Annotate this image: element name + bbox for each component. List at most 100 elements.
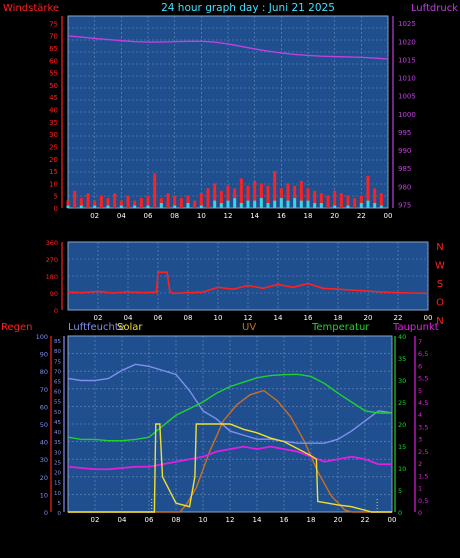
pressure-y-tick-975: 975 — [398, 201, 411, 209]
wind-x-tick-20: 20 — [330, 212, 339, 220]
uv-line — [68, 389, 392, 513]
wind-x-tick-04: 04 — [117, 212, 126, 220]
dir-x-tick-06: 06 — [154, 314, 163, 322]
climate-x-tick-04: 04 — [118, 516, 127, 524]
climate-x-tick-18: 18 — [307, 516, 316, 524]
wind-direction-line — [67, 271, 429, 295]
dir-x-tick-18: 18 — [334, 314, 343, 322]
dew-y-tick-5: 5 — [418, 387, 422, 395]
humidity-y-tick-85: 85 — [54, 339, 61, 345]
wind-y-tick-70: 70 — [49, 33, 58, 41]
dir-x-tick-22: 22 — [394, 314, 403, 322]
wind-y-tick-60: 60 — [49, 57, 58, 65]
pressure-y-tick-1015: 1015 — [398, 56, 416, 64]
pressure-y-tick-1025: 1025 — [398, 20, 416, 28]
rain-y-tick-60: 60 — [40, 403, 48, 411]
dir-y-tick-90: 90 — [50, 290, 58, 298]
temp-y-tick-40: 40 — [398, 333, 406, 341]
dir-x-tick-10: 10 — [214, 314, 223, 322]
humidity-y-tick-50: 50 — [54, 410, 61, 416]
solar-line — [68, 423, 392, 513]
dew-y-tick-1,5: 1,5 — [418, 472, 428, 480]
humidity-y-tick-65: 65 — [54, 380, 61, 386]
compass-label-1: W — [435, 261, 445, 272]
climate-x-tick-12: 12 — [226, 516, 235, 524]
dir-y-tick-360: 360 — [46, 239, 58, 247]
climate-x-tick-02: 02 — [91, 516, 100, 524]
dir-x-tick-16: 16 — [304, 314, 313, 322]
humidity-y-tick-0: 0 — [58, 511, 62, 517]
climate-x-tick-08: 08 — [172, 516, 181, 524]
dew-y-tick-3,5: 3,5 — [418, 423, 428, 431]
dir-x-tick-04: 04 — [124, 314, 133, 322]
pressure-y-tick-985: 985 — [398, 165, 411, 173]
dew-y-tick-0,5: 0,5 — [418, 497, 428, 505]
wind-x-tick-02: 02 — [90, 212, 99, 220]
dir-x-tick-12: 12 — [244, 314, 253, 322]
wind-y-tick-30: 30 — [49, 131, 58, 139]
uv-label: UV — [242, 322, 256, 333]
temperature-line — [67, 373, 392, 442]
rain-y-tick-30: 30 — [40, 456, 48, 464]
dir-x-tick-00: 00 — [424, 314, 433, 322]
dew-y-tick-4,5: 4,5 — [418, 399, 428, 407]
climate-x-tick-06: 06 — [145, 516, 154, 524]
dew-y-tick-2,5: 2,5 — [418, 448, 428, 456]
dew-y-tick-1: 1 — [418, 485, 422, 493]
wind-x-tick-08: 08 — [170, 212, 179, 220]
temp-y-tick-35: 35 — [398, 355, 406, 363]
pressure-y-tick-1000: 1000 — [398, 111, 416, 119]
compass-label-2: S — [437, 279, 443, 290]
dir-x-tick-08: 08 — [184, 314, 193, 322]
regen-label: Regen — [1, 322, 33, 333]
climate-x-tick-10: 10 — [199, 516, 208, 524]
pressure-line — [67, 35, 389, 60]
wind-x-tick-16: 16 — [277, 212, 286, 220]
humidity-y-tick-40: 40 — [54, 430, 61, 436]
rain-y-tick-0: 0 — [44, 509, 48, 517]
humidity-y-tick-20: 20 — [54, 471, 61, 477]
rain-y-tick-50: 50 — [40, 421, 48, 429]
dew-y-tick-6: 6 — [418, 362, 422, 370]
wind-y-tick-45: 45 — [49, 94, 58, 102]
dew-y-tick-2: 2 — [418, 460, 422, 468]
pressure-y-tick-990: 990 — [398, 147, 411, 155]
humidity-y-tick-30: 30 — [54, 450, 61, 456]
humidity-y-tick-60: 60 — [54, 390, 61, 396]
wind-y-tick-10: 10 — [49, 180, 58, 188]
temp-y-tick-5: 5 — [398, 487, 402, 495]
temp-y-tick-0: 0 — [398, 509, 402, 517]
wind-y-tick-40: 40 — [49, 107, 58, 115]
humidity-y-tick-55: 55 — [54, 400, 61, 406]
pressure-y-tick-980: 980 — [398, 183, 411, 191]
dew-y-tick-5,5: 5,5 — [418, 375, 428, 383]
wind-x-tick-12: 12 — [224, 212, 233, 220]
chart-title: 24 hour graph day : Juni 21 2025 — [161, 2, 335, 14]
rain-y-tick-70: 70 — [40, 386, 48, 394]
humidity-y-tick-25: 25 — [54, 460, 61, 466]
humidity-y-tick-5: 5 — [58, 501, 62, 507]
wind-y-tick-25: 25 — [49, 143, 58, 151]
solar-label: Solar — [117, 322, 143, 333]
pressure-y-tick-995: 995 — [398, 129, 411, 137]
wind-x-tick-14: 14 — [250, 212, 259, 220]
compass-label-3: O — [436, 298, 444, 309]
temp-y-tick-20: 20 — [398, 421, 406, 429]
humidity-y-tick-10: 10 — [54, 491, 61, 497]
luftdruck-label: Luftdruck — [411, 3, 458, 14]
humidity-y-tick-35: 35 — [54, 440, 61, 446]
wind-y-tick-0: 0 — [54, 205, 58, 213]
rain-y-tick-10: 10 — [40, 491, 48, 499]
rain-y-tick-90: 90 — [40, 351, 48, 359]
dew-y-tick-4: 4 — [418, 411, 422, 419]
wind-y-tick-35: 35 — [49, 119, 58, 127]
rain-y-tick-100: 100 — [36, 333, 48, 341]
humidity-y-tick-80: 80 — [54, 349, 61, 355]
climate-x-tick-14: 14 — [253, 516, 262, 524]
dir-y-tick-180: 180 — [46, 273, 58, 281]
wind-x-tick-18: 18 — [304, 212, 313, 220]
dew-y-tick-3: 3 — [418, 436, 422, 444]
dir-x-tick-20: 20 — [364, 314, 373, 322]
dewpoint-line — [67, 445, 392, 471]
